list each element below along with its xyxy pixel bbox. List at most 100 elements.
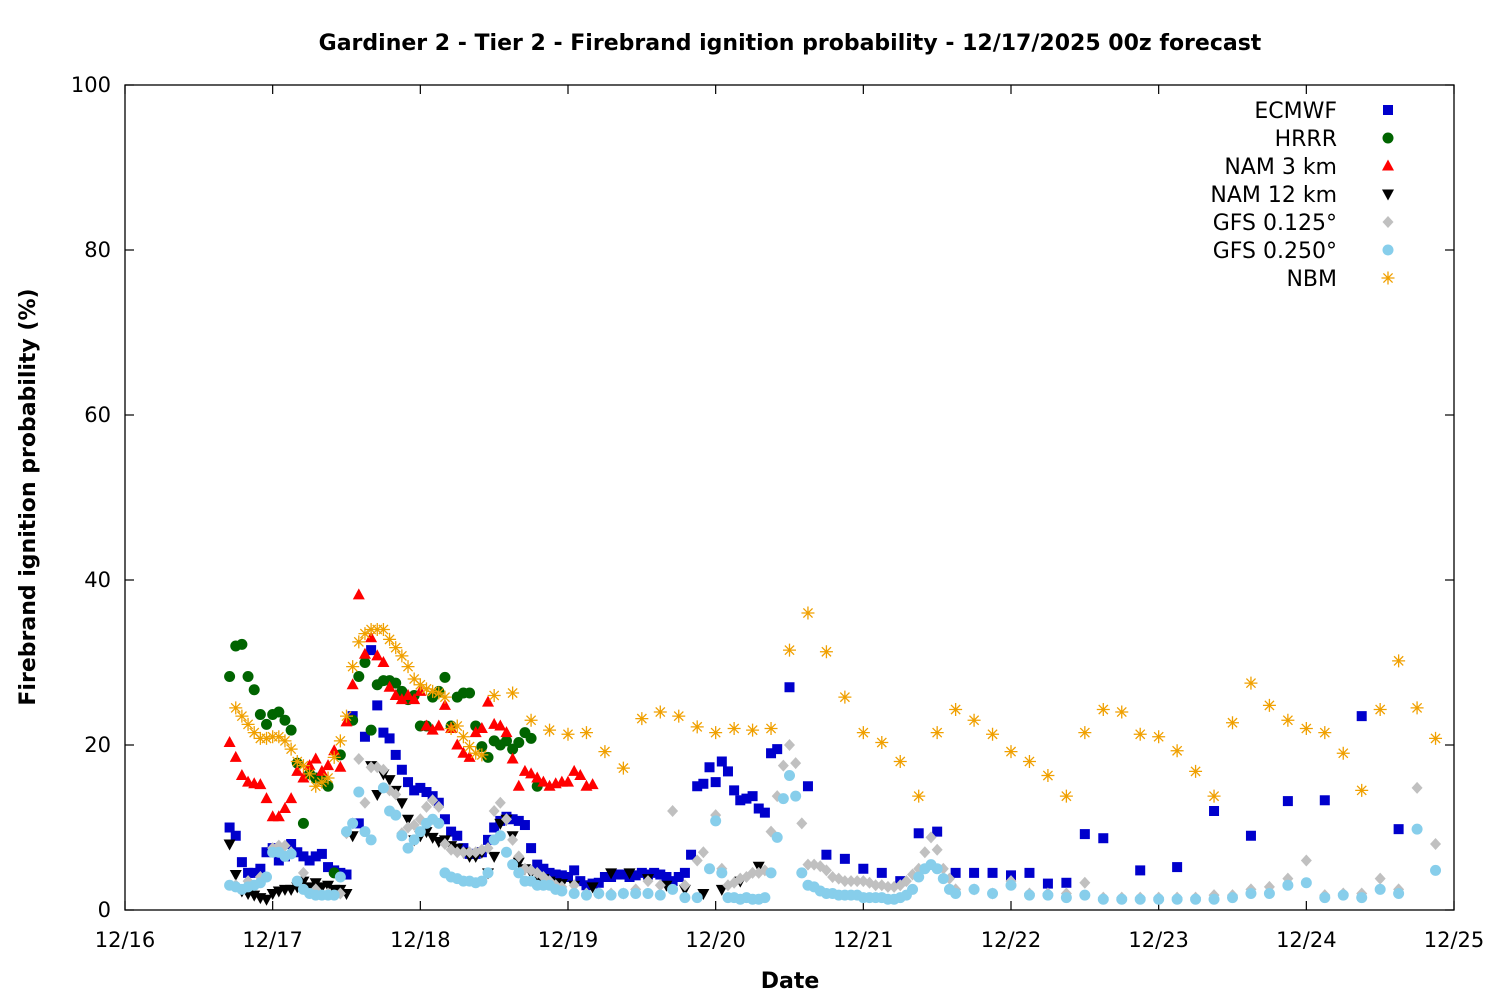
y-tick-label: 20 (84, 733, 111, 757)
data-point (507, 833, 519, 846)
x-tick-label: 12/21 (833, 928, 894, 952)
data-point (482, 842, 494, 855)
data-point (1300, 854, 1312, 867)
data-point (561, 727, 575, 741)
data-point (323, 862, 334, 873)
data-point (494, 796, 506, 809)
data-point (1024, 867, 1035, 878)
data-point (304, 855, 315, 866)
data-point (353, 818, 364, 829)
data-point (574, 769, 587, 781)
data-point (937, 873, 949, 885)
data-point (260, 792, 273, 804)
data-point (802, 858, 814, 871)
data-point (543, 723, 557, 737)
data-point (395, 693, 408, 705)
data-point (882, 880, 894, 893)
data-point (489, 822, 500, 833)
data-point (1281, 713, 1295, 727)
data-point (649, 867, 660, 878)
data-point (1060, 892, 1072, 904)
data-point (912, 789, 926, 803)
data-point (967, 713, 981, 727)
data-point (513, 815, 524, 826)
data-point (605, 868, 618, 880)
x-tick-label: 12/18 (390, 928, 451, 952)
data-point (969, 867, 980, 878)
data-point (229, 701, 243, 715)
data-point (1134, 893, 1146, 905)
data-point (260, 894, 273, 906)
data-point (248, 684, 260, 696)
y-tick-label: 0 (98, 898, 111, 922)
legend-marker (1382, 132, 1394, 144)
data-point (365, 761, 377, 774)
data-point (698, 778, 709, 789)
data-point (292, 847, 303, 858)
data-point (856, 726, 870, 740)
data-point (691, 854, 703, 867)
data-point (507, 859, 519, 871)
data-point (352, 588, 365, 600)
data-point (667, 883, 679, 895)
legend-label: ECMWF (1254, 99, 1337, 124)
data-point (579, 726, 593, 740)
data-point (690, 720, 704, 734)
data-point (395, 798, 408, 810)
data-point (1098, 833, 1109, 844)
data-point (1393, 888, 1405, 899)
data-point (653, 705, 667, 719)
data-point (365, 834, 377, 846)
data-point (372, 700, 383, 711)
data-point (247, 726, 261, 740)
data-point (451, 846, 463, 859)
data-point (224, 671, 236, 683)
data-point (759, 807, 770, 818)
data-point (518, 764, 531, 776)
data-point (710, 815, 722, 827)
legend-label: NAM 12 km (1210, 183, 1337, 208)
data-point (1392, 654, 1406, 668)
data-point (1097, 893, 1109, 905)
data-point (925, 831, 937, 844)
data-point (457, 746, 470, 758)
data-point (709, 726, 723, 740)
data-point (1355, 783, 1369, 797)
data-point (1170, 744, 1184, 758)
data-point (358, 627, 372, 641)
data-point (802, 781, 813, 792)
data-point (654, 879, 666, 892)
x-tick-label: 12/19 (538, 928, 599, 952)
data-point (395, 649, 409, 663)
data-points (223, 588, 1443, 906)
data-point (365, 724, 377, 736)
data-point (1374, 872, 1386, 885)
legend-label: NAM 3 km (1224, 155, 1337, 180)
data-point (563, 872, 573, 882)
data-point (526, 843, 537, 854)
data-point (285, 724, 297, 736)
legend-label: GFS 0.250° (1213, 239, 1337, 264)
data-point (316, 848, 327, 859)
data-point (704, 762, 715, 773)
data-point (390, 749, 401, 760)
data-point (642, 888, 654, 899)
data-point (402, 689, 415, 700)
data-point (315, 775, 329, 789)
data-point (759, 892, 771, 904)
data-point (236, 857, 247, 868)
data-point (562, 775, 574, 787)
data-point (532, 859, 543, 870)
data-point (309, 752, 322, 764)
data-point (463, 750, 476, 762)
data-point (1079, 829, 1090, 840)
data-point (531, 771, 544, 783)
data-point (1430, 838, 1442, 850)
data-point (913, 871, 925, 883)
data-point (679, 879, 691, 892)
data-point (1393, 824, 1404, 835)
data-point (679, 867, 690, 878)
data-point (488, 851, 501, 863)
data-point (679, 892, 691, 904)
data-point (747, 791, 758, 802)
